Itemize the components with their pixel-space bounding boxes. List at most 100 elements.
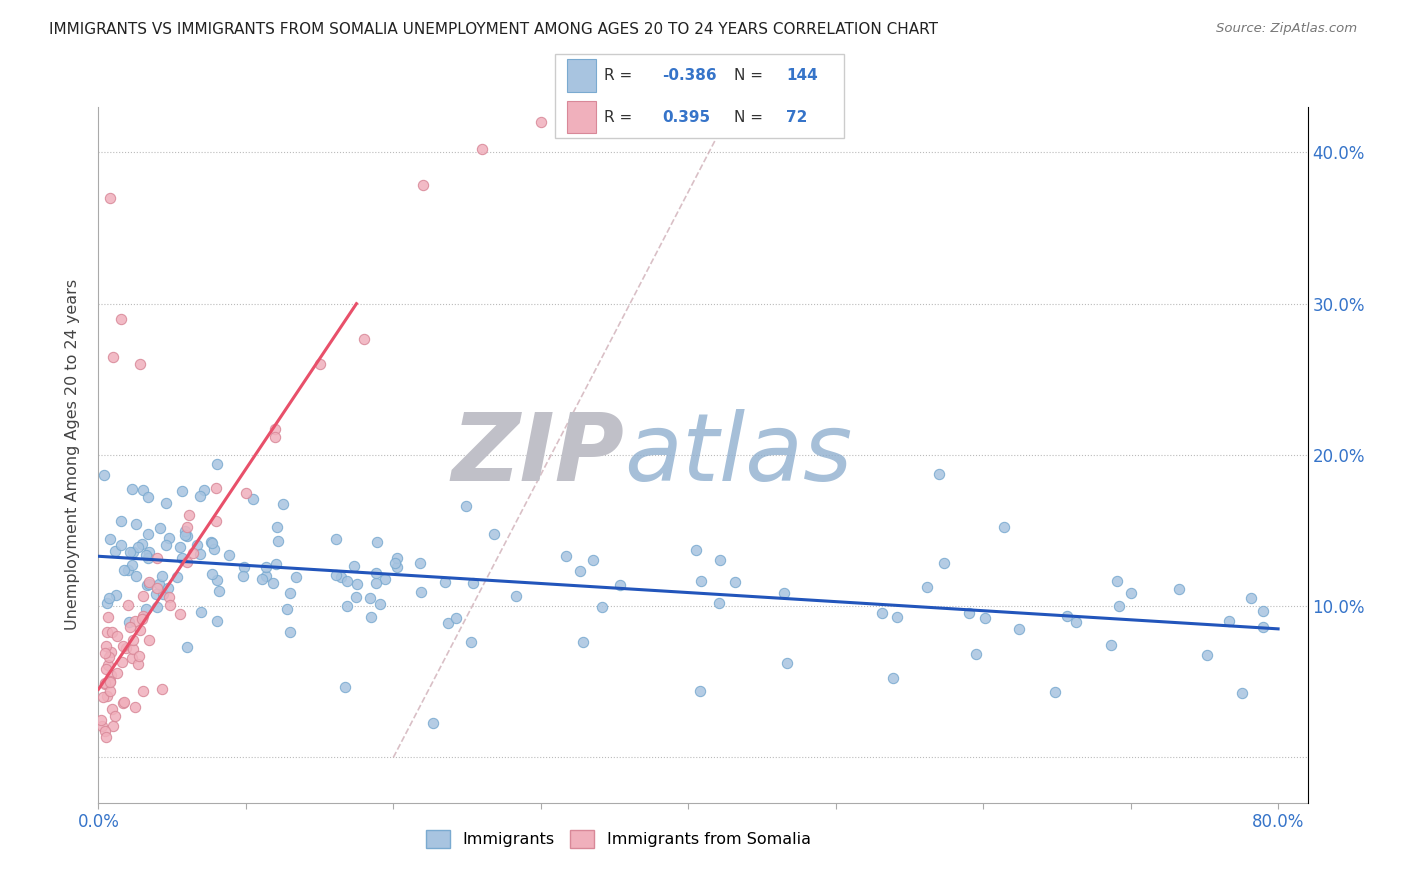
Point	[101, 719, 124, 733]
Point	[882, 671, 904, 685]
Point	[325, 532, 347, 546]
Point	[121, 558, 143, 572]
Text: R =: R =	[605, 110, 633, 125]
Point	[105, 665, 128, 680]
Point	[343, 558, 366, 573]
Point	[235, 486, 257, 500]
Point	[94, 646, 117, 660]
Point	[917, 581, 939, 595]
Point	[471, 142, 494, 156]
Point	[278, 586, 301, 600]
Point	[685, 542, 707, 557]
Point	[422, 716, 444, 731]
Point	[205, 614, 228, 628]
Point	[135, 548, 157, 562]
Point	[201, 567, 224, 582]
Point	[176, 529, 198, 543]
Point	[110, 514, 132, 528]
Point	[202, 541, 225, 556]
Point	[100, 668, 122, 682]
Point	[136, 490, 159, 504]
Y-axis label: Unemployment Among Ages 20 to 24 years: Unemployment Among Ages 20 to 24 years	[65, 279, 80, 631]
Point	[775, 656, 797, 670]
Point	[110, 655, 132, 669]
Point	[97, 610, 120, 624]
Point	[1253, 619, 1275, 633]
Point	[124, 615, 146, 629]
Point	[149, 521, 172, 535]
Point	[170, 484, 193, 499]
Point	[1008, 622, 1031, 636]
Point	[188, 489, 211, 503]
Point	[1253, 604, 1275, 618]
Point	[207, 457, 229, 471]
Point	[138, 633, 160, 648]
Point	[169, 607, 191, 621]
Point	[205, 514, 228, 528]
Point	[205, 573, 228, 587]
Point	[148, 577, 170, 591]
Point	[132, 609, 155, 624]
Point	[94, 677, 117, 691]
Point	[138, 545, 160, 559]
Point	[117, 563, 139, 577]
Point	[186, 537, 208, 551]
Point	[121, 482, 143, 496]
Point	[1218, 614, 1240, 628]
Point	[131, 589, 153, 603]
Point	[155, 538, 177, 552]
Point	[409, 557, 432, 571]
Point	[242, 491, 264, 506]
Point	[1056, 609, 1078, 624]
Point	[128, 623, 150, 637]
Point	[96, 690, 118, 704]
Point	[124, 699, 146, 714]
Point	[200, 534, 222, 549]
Point	[111, 639, 134, 653]
Point	[120, 545, 142, 559]
Point	[872, 607, 894, 621]
Point	[1240, 591, 1263, 606]
Point	[174, 524, 197, 539]
Point	[254, 560, 277, 574]
Point	[91, 719, 114, 733]
Point	[101, 350, 124, 364]
Point	[138, 577, 160, 591]
Point	[346, 590, 368, 604]
Point	[100, 684, 122, 698]
Point	[463, 575, 485, 590]
Point	[530, 115, 553, 129]
Text: 72: 72	[786, 110, 807, 125]
Point	[271, 497, 294, 511]
Point	[582, 553, 605, 567]
Point	[886, 609, 908, 624]
Point	[90, 713, 112, 727]
Point	[98, 591, 121, 605]
Point	[932, 557, 955, 571]
Point	[285, 570, 308, 584]
Point	[114, 640, 136, 655]
Point	[152, 587, 174, 601]
Point	[336, 574, 359, 589]
Point	[591, 599, 613, 614]
Text: N =: N =	[734, 110, 763, 125]
Point	[366, 566, 388, 581]
Point	[91, 690, 114, 704]
Point	[138, 575, 160, 590]
Point	[112, 695, 135, 709]
Point	[1119, 586, 1142, 600]
Point	[145, 587, 167, 601]
Point	[159, 598, 181, 612]
Point	[325, 567, 347, 582]
Point	[132, 684, 155, 698]
Point	[1168, 582, 1191, 596]
Text: IMMIGRANTS VS IMMIGRANTS FROM SOMALIA UNEMPLOYMENT AMONG AGES 20 TO 24 YEARS COR: IMMIGRANTS VS IMMIGRANTS FROM SOMALIA UN…	[49, 22, 938, 37]
Point	[169, 541, 191, 555]
Point	[94, 639, 117, 653]
Point	[262, 576, 284, 591]
Text: ZIP: ZIP	[451, 409, 624, 501]
Point	[385, 550, 408, 565]
Point	[336, 599, 359, 613]
Point	[928, 467, 950, 481]
Point	[146, 581, 169, 595]
